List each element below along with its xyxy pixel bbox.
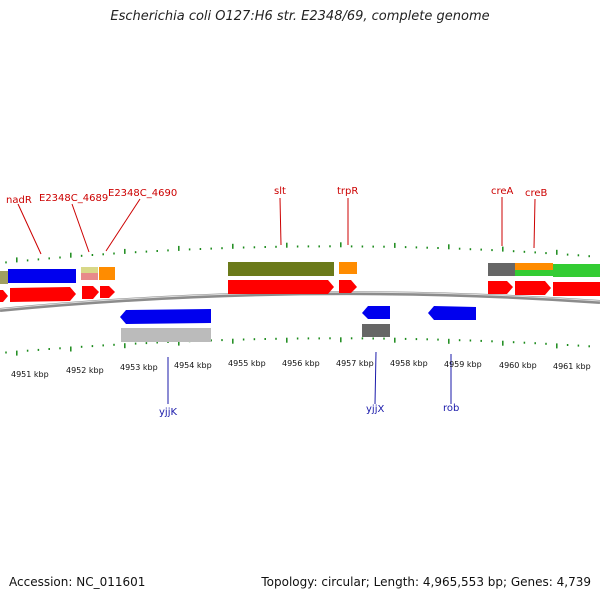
feature-outer-green[interactable]	[553, 264, 600, 277]
cds-forward-arrow[interactable]	[515, 281, 551, 295]
gene-label-yjjX[interactable]: yjjX	[366, 404, 384, 415]
feature-inner-gray[interactable]	[362, 324, 390, 337]
leader-creB	[533, 198, 536, 249]
axis-label: 4953 kbp	[120, 363, 158, 372]
feature-E2348C_4690-orange[interactable]	[99, 267, 115, 280]
cds-forward-arrow[interactable]	[0, 290, 8, 302]
gene-label-yjjK[interactable]: yjjK	[159, 407, 177, 418]
gene-label-rob[interactable]: rob	[443, 403, 459, 414]
cds-forward-arrow[interactable]	[339, 280, 357, 293]
cds-reverse-arrow-yjjX[interactable]	[362, 306, 390, 319]
cds-forward-arrow[interactable]	[553, 282, 600, 296]
axis-label: 4957 kbp	[336, 359, 374, 368]
cds-forward-arrow[interactable]	[10, 287, 76, 302]
axis-label: 4961 kbp	[553, 362, 591, 371]
leader-E2348C_4690	[105, 198, 141, 252]
feature-E2348C_4689-pink[interactable]	[81, 273, 98, 280]
feature-E2348C_4689-khaki[interactable]	[81, 267, 98, 273]
axis-label: 4954 kbp	[174, 361, 212, 370]
gene-label-creB[interactable]: creB	[525, 188, 548, 199]
leader-yjjX	[374, 351, 377, 405]
cds-reverse-arrow-yjjK[interactable]	[120, 309, 211, 324]
cds-forward-arrow[interactable]	[100, 286, 115, 298]
outer-tick-ring	[5, 242, 590, 264]
axis-label: 4952 kbp	[66, 366, 104, 375]
gene-label-trpR[interactable]: trpR	[337, 186, 358, 197]
axis-label: 4956 kbp	[282, 359, 320, 368]
feature-block-outer-1[interactable]	[0, 271, 8, 284]
inner-tick-ring	[5, 337, 590, 356]
gene-label-E2348C_4690[interactable]: E2348C_4690	[108, 188, 177, 199]
leader-slt	[279, 197, 282, 246]
leader-E2348C_4689	[71, 203, 90, 253]
leader-nadR	[17, 203, 42, 255]
gene-label-nadR[interactable]: nadR	[6, 195, 32, 206]
cds-forward-arrow[interactable]	[228, 280, 334, 294]
feature-creA-gray[interactable]	[488, 263, 515, 276]
genome-summary-text: Topology: circular; Length: 4,965,553 bp…	[261, 575, 591, 589]
axis-label: 4955 kbp	[228, 359, 266, 368]
gene-label-creA[interactable]: creA	[491, 186, 514, 197]
map-title: Escherichia coli O127:H6 str. E2348/69, …	[110, 9, 490, 24]
gene-label-E2348C_4689[interactable]: E2348C_4689	[39, 193, 108, 204]
accession-text: Accession: NC_011601	[9, 575, 146, 589]
cds-reverse-arrow-rob[interactable]	[428, 306, 476, 320]
feature-creB-orange[interactable]	[515, 263, 553, 270]
feature-nadR-blue[interactable]	[8, 269, 76, 283]
feature-slt-olive[interactable]	[228, 262, 334, 276]
cds-forward-arrow[interactable]	[82, 286, 99, 299]
gene-label-slt[interactable]: slt	[274, 186, 286, 197]
axis-label: 4959 kbp	[444, 360, 482, 369]
axis-label: 4951 kbp	[11, 370, 49, 379]
feature-trpR-orange[interactable]	[339, 262, 357, 274]
feature-creB-green[interactable]	[515, 270, 553, 276]
axis-label: 4960 kbp	[499, 361, 537, 370]
feature-inner-lightgray[interactable]	[121, 328, 211, 342]
axis-label: 4958 kbp	[390, 359, 428, 368]
cds-forward-arrow[interactable]	[488, 281, 513, 294]
